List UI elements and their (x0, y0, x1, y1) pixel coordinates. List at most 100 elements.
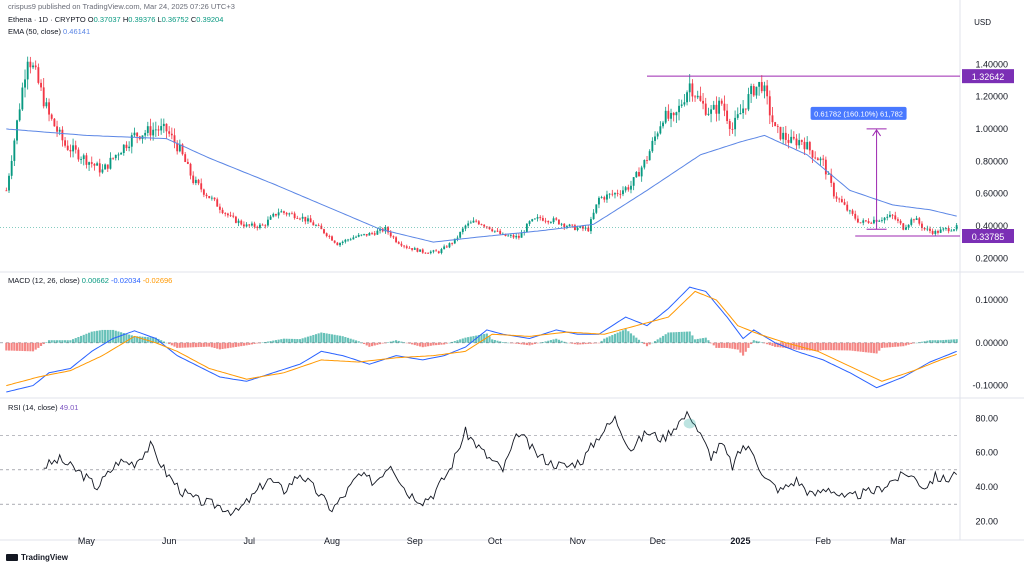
candle-body (670, 112, 672, 119)
candle-body (448, 243, 451, 248)
candle-body (784, 132, 787, 140)
macd-histogram-bar (210, 342, 213, 348)
support-price-text: 0.33785 (972, 232, 1005, 242)
macd-histogram-bar (237, 342, 240, 347)
candle-body (694, 96, 696, 98)
macd-histogram-bar (816, 342, 819, 351)
macd-histogram-bar (328, 333, 331, 343)
rsi-legend[interactable]: RSI (14, close) 49.01 (8, 403, 78, 412)
candle-body (747, 94, 750, 110)
macd-histogram-bar (456, 340, 459, 343)
macd-histogram-bar (923, 341, 926, 343)
candle-body (10, 160, 13, 176)
candle-body (162, 123, 165, 127)
candle-body (136, 132, 139, 137)
candle-body (560, 223, 563, 225)
candle-body (509, 235, 512, 237)
macd-histogram-bar (467, 337, 470, 343)
candle-body (291, 213, 293, 215)
resistance-price-text: 1.32642 (972, 72, 1005, 82)
candle-body (587, 227, 590, 232)
macd-histogram-bar (421, 342, 424, 348)
macd-histogram-bar (851, 342, 854, 351)
candle-body (710, 109, 713, 114)
macd-histogram-bar (469, 336, 472, 343)
rsi-tick-label: 80.00 (975, 413, 998, 423)
candle-body (926, 228, 929, 230)
candle-body (296, 218, 299, 219)
macd-histogram-bar (221, 342, 224, 349)
candle-body (250, 223, 253, 226)
candle-body (939, 229, 942, 233)
macd-histogram-bar (608, 336, 611, 343)
candle-body (635, 172, 638, 178)
price-tick-label: 0.60000 (975, 189, 1008, 199)
candle-body (491, 229, 494, 232)
candle-body (280, 211, 283, 213)
macd-histogram-bar (549, 340, 552, 343)
macd-histogram-bar (496, 340, 499, 343)
candle-body (622, 190, 624, 195)
candle-body (921, 223, 923, 228)
candle-body (80, 159, 83, 160)
macd-histogram-bar (592, 342, 595, 344)
candle-body (168, 131, 171, 134)
tradingview-footer[interactable]: TradingView (6, 553, 68, 562)
ema-legend[interactable]: EMA (50, close) 0.46141 (8, 27, 90, 36)
macd-histogram-bar (656, 339, 659, 343)
candle-body (8, 175, 10, 191)
macd-histogram-bar (88, 332, 91, 343)
candle-body (918, 218, 921, 224)
macd-histogram-bar (744, 342, 747, 352)
tradingview-logo-icon (6, 554, 18, 561)
macd-histogram-bar (322, 332, 326, 343)
ohlc-legend: Ethena · 1D · CRYPTO O0.37037 H0.39376 L… (8, 15, 224, 24)
currency-label[interactable]: USD (974, 18, 991, 27)
price-tick-label: 0.80000 (975, 156, 1008, 166)
macd-histogram-bar (696, 338, 699, 343)
macd-histogram-bar (395, 340, 398, 343)
macd-legend[interactable]: MACD (12, 26, close) 0.00662 -0.02034 -0… (8, 276, 172, 285)
candle-body (475, 220, 478, 222)
macd-histogram-bar (250, 342, 253, 345)
macd-histogram-bar (605, 337, 609, 343)
rsi-label: RSI (14, close) (8, 403, 58, 412)
candle-body (50, 114, 53, 119)
candle-body (117, 154, 120, 156)
candle-body (368, 233, 371, 236)
candle-body (419, 249, 422, 252)
macd-histogram-bar (734, 342, 737, 350)
macd-histogram-bar (413, 342, 416, 346)
rsi-tick-label: 40.00 (975, 482, 998, 492)
candle-body (504, 233, 507, 237)
candle-body (360, 234, 363, 236)
candle-body (384, 227, 387, 232)
measure-label-box (810, 106, 907, 120)
candle-body (293, 213, 296, 219)
macd-line (6, 286, 957, 393)
candle-body (712, 104, 715, 110)
candle-body (827, 173, 830, 175)
macd-histogram-bar (499, 341, 502, 343)
candle-body (403, 245, 406, 247)
candle-body (630, 185, 632, 190)
candle-body (24, 79, 26, 88)
candle-body (899, 220, 902, 224)
candle-body (848, 210, 851, 212)
candle-body (304, 216, 307, 222)
candle-body (69, 149, 72, 152)
macd-histogram-bar (114, 330, 117, 343)
macd-histogram-bar (584, 342, 587, 345)
macd-histogram-bar (536, 342, 539, 344)
candle-body (915, 218, 918, 221)
macd-histogram-bar (752, 340, 755, 343)
candle-body (245, 224, 248, 227)
candle-body (678, 105, 680, 113)
macd-histogram-bar (122, 333, 125, 343)
macd-histogram-bar (899, 342, 902, 347)
symbol-name[interactable]: Ethena · 1D · CRYPTO (8, 15, 86, 24)
macd-histogram-bar (216, 342, 219, 349)
open-value: 0.37037 (93, 15, 121, 24)
macd-histogram-bar (568, 342, 571, 344)
macd-histogram-bar (539, 342, 542, 344)
